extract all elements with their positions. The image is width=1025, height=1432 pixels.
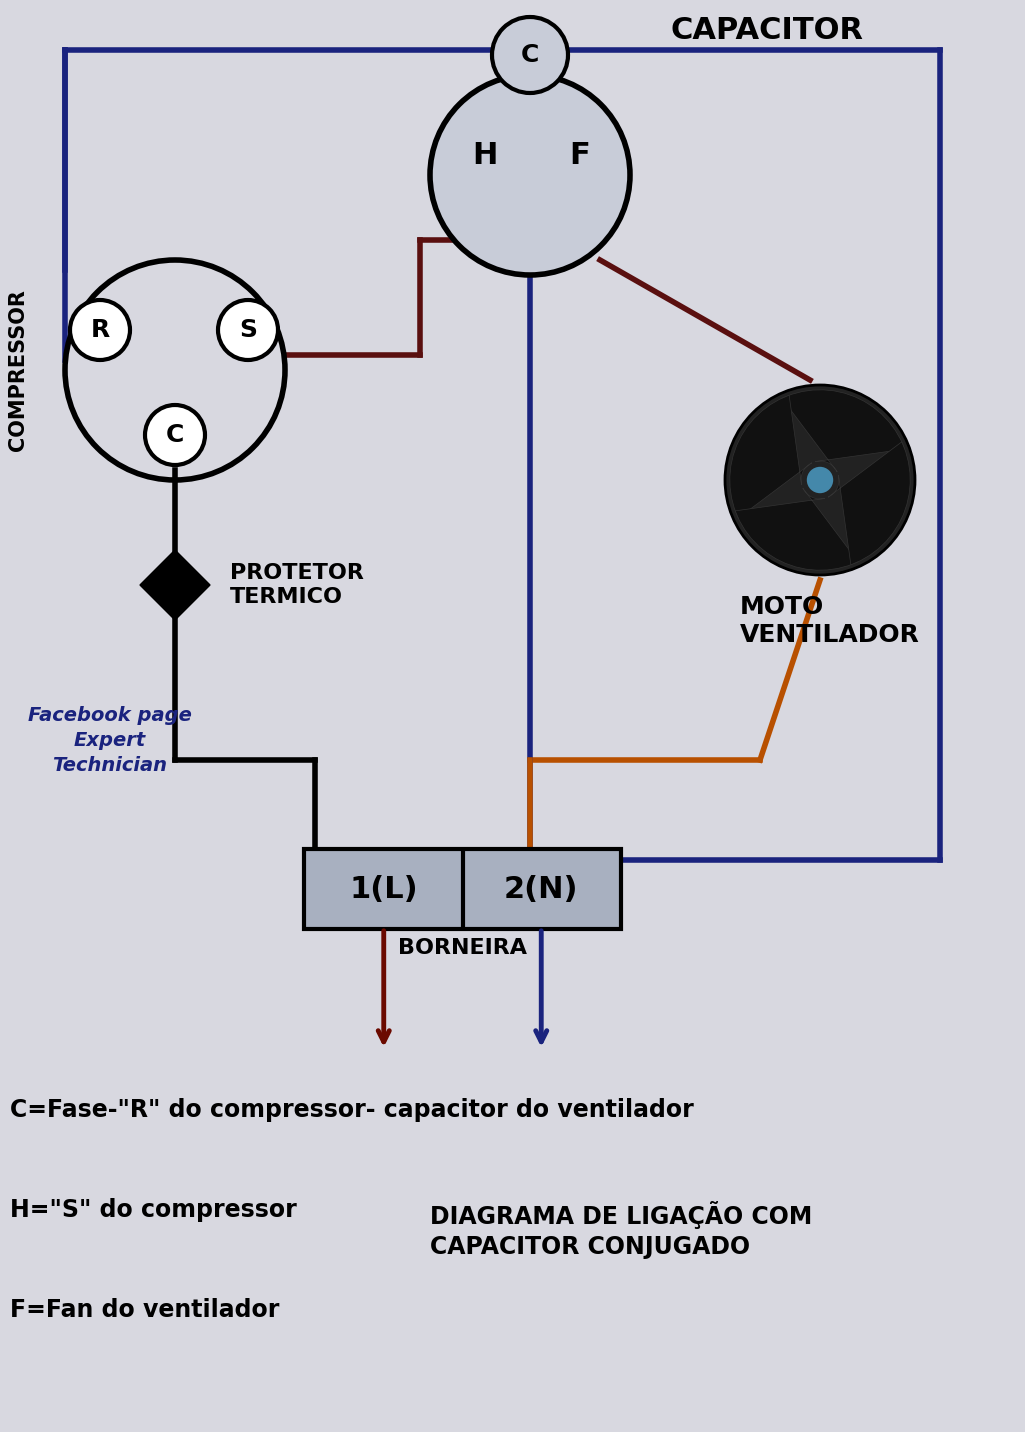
Circle shape	[806, 465, 834, 494]
Text: CAPACITOR: CAPACITOR	[670, 16, 863, 44]
Text: 1(L): 1(L)	[350, 875, 418, 904]
Text: Facebook page
Expert
Technician: Facebook page Expert Technician	[28, 706, 192, 775]
Circle shape	[725, 385, 915, 576]
Text: MOTO
VENTILADOR: MOTO VENTILADOR	[740, 596, 919, 647]
Circle shape	[218, 299, 278, 359]
Text: R: R	[90, 318, 110, 342]
Text: BORNEIRA: BORNEIRA	[398, 938, 527, 958]
Text: S: S	[239, 318, 257, 342]
FancyBboxPatch shape	[304, 849, 621, 929]
Text: H="S" do compressor: H="S" do compressor	[10, 1199, 297, 1221]
Circle shape	[430, 74, 630, 275]
Text: H: H	[473, 140, 498, 169]
Text: F: F	[570, 140, 590, 169]
Text: DIAGRAMA DE LIGAÇÃO COM
CAPACITOR CONJUGADO: DIAGRAMA DE LIGAÇÃO COM CAPACITOR CONJUG…	[430, 1201, 812, 1259]
Text: F=Fan do ventilador: F=Fan do ventilador	[10, 1297, 280, 1322]
Text: PROTETOR
TERMICO: PROTETOR TERMICO	[230, 563, 364, 607]
Circle shape	[70, 299, 130, 359]
Polygon shape	[140, 550, 210, 620]
Text: C=Fase-"R" do compressor- capacitor do ventilador: C=Fase-"R" do compressor- capacitor do v…	[10, 1098, 694, 1123]
Polygon shape	[730, 395, 812, 518]
Polygon shape	[782, 390, 905, 473]
Text: C: C	[166, 422, 184, 447]
Polygon shape	[735, 488, 858, 570]
Polygon shape	[828, 442, 910, 564]
Circle shape	[492, 17, 568, 93]
Text: 2(N): 2(N)	[504, 875, 578, 904]
Text: COMPRESSOR: COMPRESSOR	[8, 289, 28, 451]
Circle shape	[145, 405, 205, 465]
Text: C: C	[521, 43, 539, 67]
